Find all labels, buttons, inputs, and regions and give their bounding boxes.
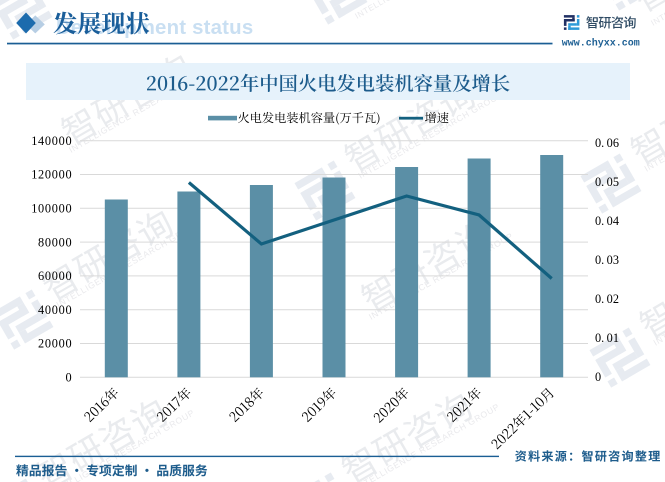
svg-text:0. 06: 0. 06	[595, 136, 619, 150]
svg-text:80000: 80000	[38, 235, 72, 249]
svg-text:0: 0	[595, 370, 601, 384]
svg-text:40000: 40000	[38, 303, 72, 317]
svg-text:0: 0	[65, 371, 72, 385]
svg-text:www.chyxx.com: www.chyxx.com	[562, 37, 640, 49]
svg-text:0. 02: 0. 02	[595, 292, 619, 306]
svg-text:0. 03: 0. 03	[595, 253, 619, 267]
svg-text:60000: 60000	[38, 269, 72, 283]
svg-text:120000: 120000	[31, 168, 72, 182]
svg-text:140000: 140000	[31, 134, 72, 148]
svg-text:20000: 20000	[38, 337, 72, 351]
svg-text:0. 01: 0. 01	[595, 331, 619, 345]
svg-text:0. 05: 0. 05	[595, 175, 619, 189]
svg-text:100000: 100000	[31, 202, 72, 216]
svg-text:0. 04: 0. 04	[595, 214, 619, 228]
